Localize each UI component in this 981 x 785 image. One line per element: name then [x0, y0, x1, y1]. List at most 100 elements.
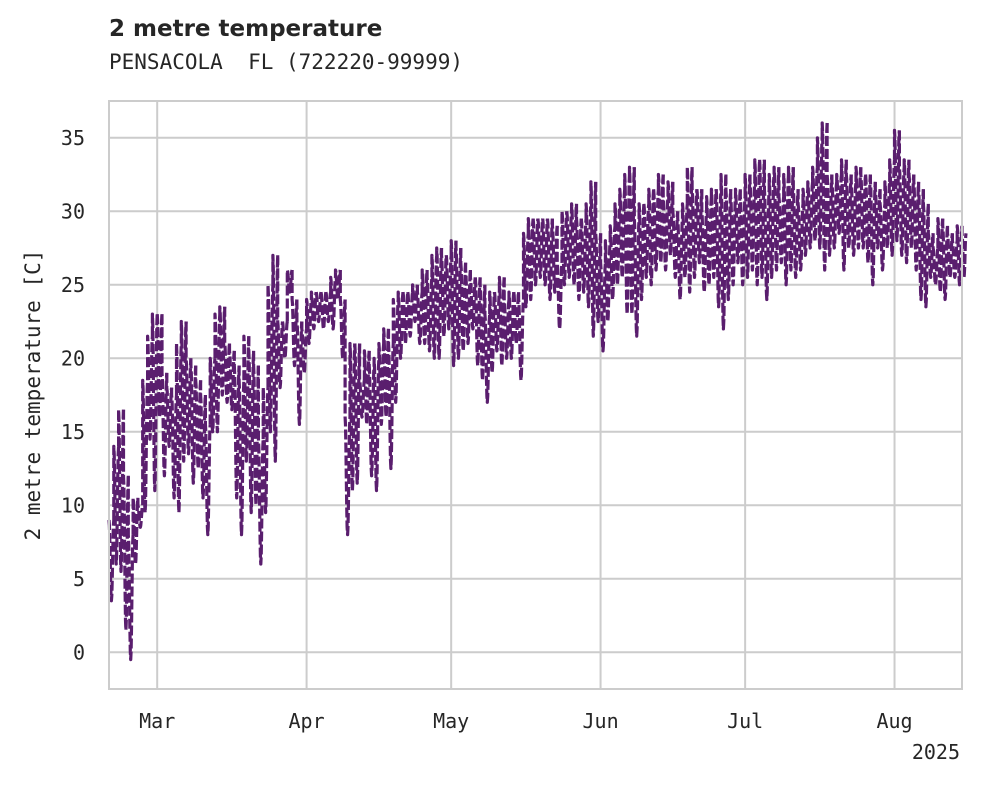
- temperature-trace-2025-04-27: [430, 253, 439, 360]
- temperature-trace-2025-03-02: [160, 314, 169, 478]
- temperature-trace-2025-07-19: [830, 174, 839, 250]
- temperature-trace-2025-04-16: [377, 341, 386, 426]
- temperature-trace-2025-05-02: [454, 240, 463, 360]
- y-tick-label-25: 25: [61, 273, 85, 297]
- temperature-trace-2025-03-03: [165, 372, 174, 448]
- temperature-trace-2025-03-22: [256, 365, 265, 566]
- temperature-trace-2025-04-19: [391, 297, 400, 404]
- temperature-trace-2025-06-28: [729, 189, 738, 287]
- temperature-trace-2025-05-16: [521, 231, 530, 309]
- temperature-trace-2025-06-20: [690, 167, 699, 279]
- temperature-trace-2025-05-09: [488, 290, 497, 375]
- temperature-trace-2025-07-03: [753, 158, 762, 287]
- temperature-trace-2025-04-10: [348, 341, 357, 493]
- temperature-trace-2025-07-21: [839, 158, 848, 272]
- temperature-trace-2025-03-15: [223, 306, 232, 404]
- temperature-trace-2025-07-25: [859, 167, 868, 250]
- temperature-trace-2025-03-11: [203, 395, 212, 537]
- temperature-trace-2025-06-14: [661, 174, 670, 272]
- temperature-trace-2025-08-04: [907, 159, 916, 250]
- temperature-trace-2025-06-06: [623, 172, 632, 316]
- temperature-trace-2025-05-28: [579, 218, 588, 294]
- temperature-trace-2025-05-26: [570, 202, 579, 287]
- temperature-trace-2025-08-10: [936, 217, 945, 294]
- temperature-trace-2025-03-31: [300, 321, 309, 375]
- temperature-trace-2025-02-23: [126, 475, 135, 662]
- temperature-trace-2025-08-06: [917, 181, 925, 302]
- temperature-trace-2025-03-30: [295, 299, 304, 426]
- temperature-trace-2025-08-09: [931, 233, 940, 287]
- temperature-trace-2025-05-25: [565, 211, 574, 279]
- temperature-trace-2025-04-11: [353, 343, 362, 485]
- temperature-trace-2025-07-29: [878, 189, 887, 272]
- temperature-trace-2025-07-01: [743, 172, 752, 279]
- temperature-trace-2025-07-14: [806, 180, 815, 250]
- temperature-trace-2025-05-30: [589, 180, 598, 338]
- temperature-trace-2025-04-15: [372, 356, 381, 493]
- temperature-trace-2025-07-11: [791, 167, 800, 279]
- temperature-trace-2025-03-27: [280, 321, 289, 360]
- temperature-trace-2025-07-15: [811, 165, 819, 243]
- temperature-trace-2025-07-12: [796, 189, 805, 272]
- temperature-trace-2025-04-20: [396, 290, 405, 360]
- temperature-trace-2025-06-21: [695, 189, 704, 265]
- temperature-trace-2025-06-16: [671, 181, 680, 279]
- temperature-trace-2025-07-31: [888, 158, 897, 257]
- temperature-trace-2025-04-12: [358, 343, 366, 419]
- temperature-trace-2025-05-31: [594, 181, 603, 324]
- temperature-trace-2025-06-24: [709, 187, 718, 279]
- x-axis-year-label: 2025: [912, 740, 960, 764]
- temperature-trace-2025-03-29: [290, 270, 299, 368]
- y-tick-label-35: 35: [61, 126, 85, 150]
- temperature-trace-2025-06-27: [724, 174, 733, 302]
- y-tick-label-5: 5: [73, 567, 85, 591]
- temperature-trace-2025-04-23: [411, 283, 419, 324]
- temperature-trace-2025-05-04: [464, 262, 472, 346]
- temperature-trace-2025-03-04: [170, 387, 179, 500]
- temperature-trace-2025-06-18: [680, 202, 689, 279]
- temperature-trace-2025-06-05: [618, 187, 627, 279]
- temperature-trace-2025-05-12: [502, 277, 511, 360]
- temperature-trace-2025-04-29: [439, 248, 448, 338]
- temperature-trace-2025-06-17: [676, 211, 685, 302]
- temperature-trace-2025-05-18: [531, 218, 540, 287]
- temperature-trace-2025-07-18: [825, 123, 834, 257]
- temperature-trace-2025-06-09: [637, 202, 646, 302]
- temperature-trace-2025-07-27: [868, 174, 877, 287]
- temperature-trace-2025-03-18: [237, 365, 246, 537]
- y-tick-label-10: 10: [61, 493, 85, 517]
- temperature-trace-2025-07-24: [854, 165, 863, 250]
- temperature-trace-2025-06-02: [603, 239, 612, 324]
- temperature-trace-2025-04-03: [314, 291, 323, 324]
- temperature-trace-2025-06-26: [719, 172, 728, 331]
- tick-label-layer: 0 5 10 15 20 25 30 35 Mar Apr May Jun Jul Aug: [61, 126, 913, 733]
- temperature-trace-2025-06-07: [627, 165, 636, 316]
- temperature-trace-2025-04-05: [324, 291, 333, 324]
- temperature-trace-2025-04-22: [406, 291, 415, 338]
- temperature-trace-2025-07-09: [782, 172, 791, 287]
- temperature-trace-2025-04-24: [415, 284, 424, 346]
- temperature-trace-2025-06-03: [608, 224, 617, 302]
- x-tick-label-aug: Aug: [876, 709, 912, 733]
- temperature-trace-2025-05-27: [574, 203, 583, 302]
- temperature-trace-2025-04-06: [329, 275, 338, 331]
- temperature-trace-2025-05-24: [560, 209, 569, 287]
- temperature-trace-2025-05-17: [526, 217, 535, 302]
- temperature-trace-2025-05-20: [541, 218, 550, 287]
- temperature-trace-2025-03-05: [174, 341, 183, 515]
- temperature-trace-2025-07-30: [883, 180, 892, 250]
- temperature-trace-2025-03-14: [218, 305, 227, 397]
- x-tick-label-apr: Apr: [289, 709, 325, 733]
- temperature-trace-2025-05-23: [555, 225, 564, 331]
- temperature-trace-2025-06-04: [613, 202, 622, 287]
- temperature-trace-2025-02-20: [112, 444, 121, 566]
- temperature-trace-2025-08-05: [912, 174, 921, 272]
- temperature-trace-2025-05-13: [507, 290, 516, 360]
- temperature-trace-2025-06-19: [685, 165, 694, 294]
- y-axis-label: 2 metre temperature [C]: [21, 250, 45, 541]
- temperature-trace-2025-06-01: [599, 233, 607, 353]
- temperature-trace-2025-05-06: [473, 277, 482, 368]
- temperature-trace-2025-04-01: [305, 297, 313, 346]
